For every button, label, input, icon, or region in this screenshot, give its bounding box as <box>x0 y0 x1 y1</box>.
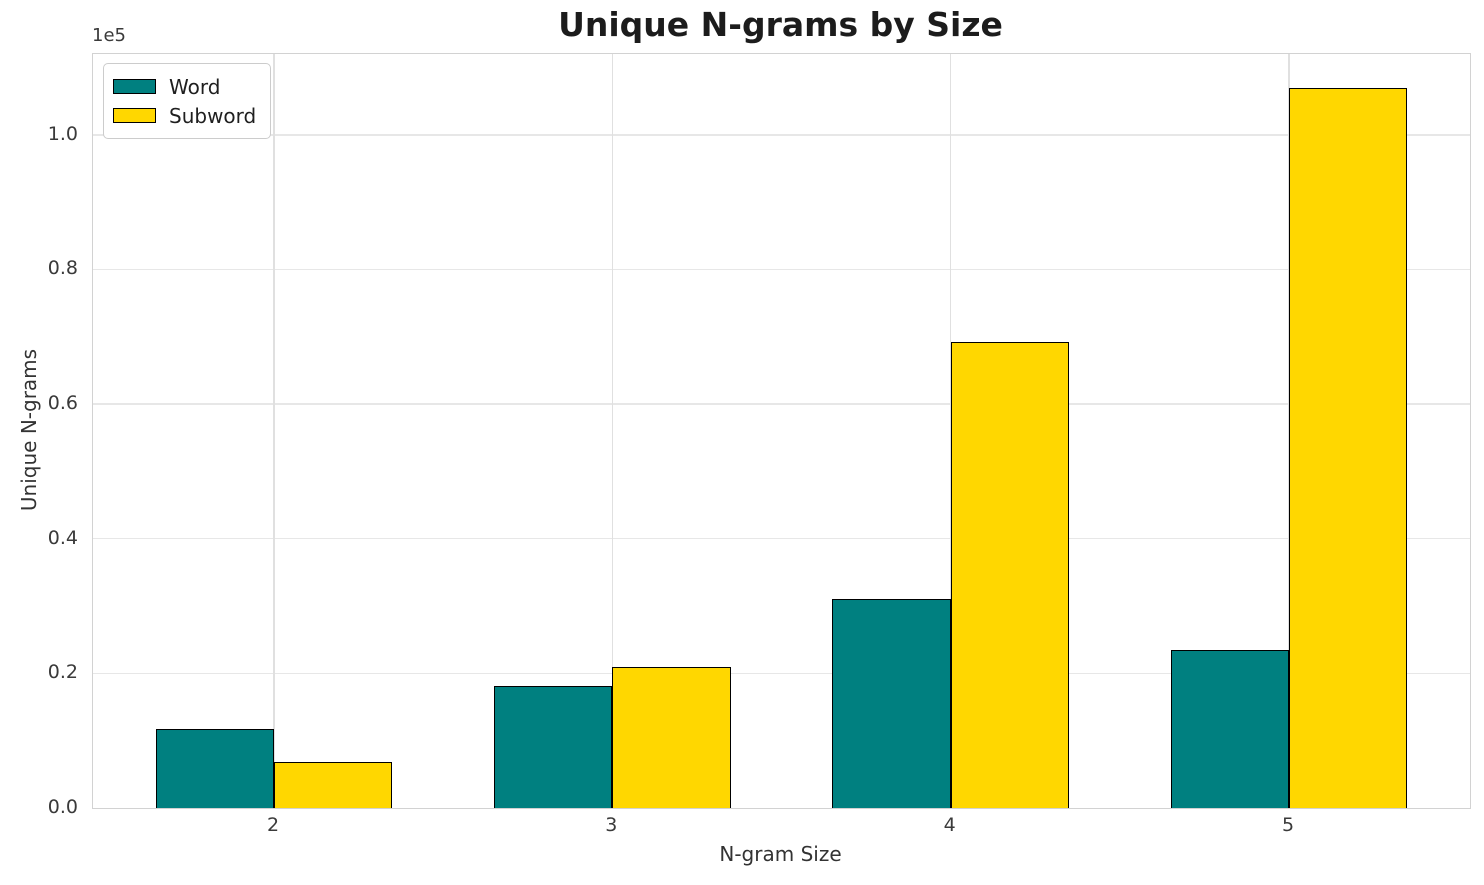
bar-word-4 <box>832 599 951 808</box>
gridline-vertical <box>273 54 275 808</box>
legend-item-subword: Subword <box>113 101 256 130</box>
legend-items: Word Subword <box>113 72 256 130</box>
chart-title: Unique N-grams by Size <box>558 5 1003 44</box>
legend: Word Subword <box>103 63 272 139</box>
y-axis-offset-text: 1e5 <box>92 25 126 46</box>
gridline-horizontal <box>93 672 1470 675</box>
x-tick-label: 3 <box>605 814 618 836</box>
x-tick-label: 2 <box>266 814 280 836</box>
y-tick-label: 0.0 <box>47 796 78 818</box>
y-tick-label: 0.6 <box>47 392 78 415</box>
y-axis-label: Unique N-grams <box>17 348 41 512</box>
x-tick-label: 5 <box>1281 814 1295 836</box>
bar-word-2 <box>155 729 274 808</box>
bar-subword-5 <box>1288 88 1408 808</box>
x-tick-label: 4 <box>943 814 956 836</box>
legend-item-word: Word <box>113 72 256 101</box>
bar-subword-3 <box>612 666 731 808</box>
legend-label: Subword <box>169 103 257 128</box>
legend-swatch-word <box>113 79 156 94</box>
gridline-vertical <box>611 54 614 808</box>
y-tick-label: 0.4 <box>47 526 78 549</box>
bar-subword-4 <box>950 342 1070 808</box>
gridline-horizontal <box>93 268 1470 271</box>
gridline-horizontal <box>93 537 1470 540</box>
y-tick-label: 0.8 <box>47 257 78 280</box>
bar-word-3 <box>493 686 613 808</box>
bar-subword-2 <box>274 762 393 808</box>
gridline-horizontal <box>93 134 1470 136</box>
legend-swatch-subword <box>113 108 156 123</box>
legend-label: Word <box>169 74 221 99</box>
y-tick-label: 0.2 <box>47 661 78 684</box>
plot-area: Word Subword <box>92 53 1471 809</box>
y-tick-label: 1.0 <box>47 122 78 145</box>
bar-word-5 <box>1170 649 1289 808</box>
x-axis-label: N-gram Size <box>719 842 842 866</box>
gridline-horizontal <box>93 403 1470 405</box>
